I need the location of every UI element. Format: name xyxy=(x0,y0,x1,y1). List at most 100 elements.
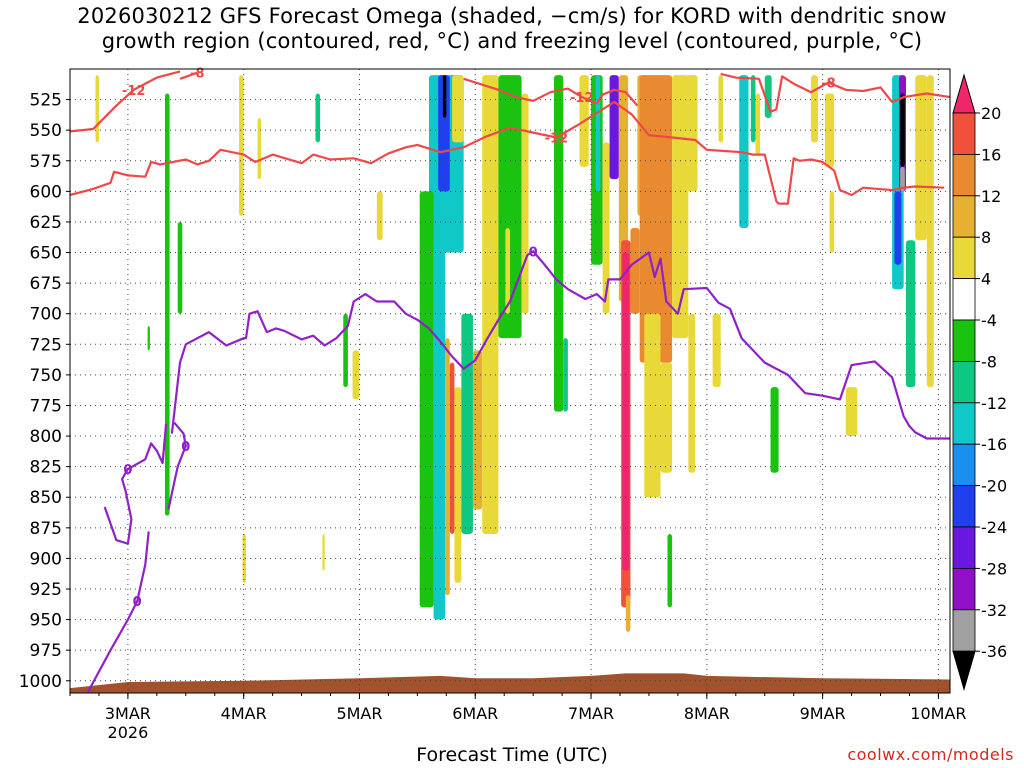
freezing-contour-line-2 xyxy=(167,421,187,510)
dgz-contour-layer: -12 -12 -8 -12 -8 xyxy=(69,67,951,205)
colorbar: 20 16 12 8 4 -4 -8 -12 -16 -20 -24 -28 -32 -36 xyxy=(952,73,1007,691)
x-tick-label-9mar: 9MAR xyxy=(800,704,846,723)
omega-cell-61 xyxy=(900,93,905,167)
omega-cell-55 xyxy=(824,93,835,167)
dgz-contour-label-0: -12 xyxy=(122,84,146,99)
omega-cell-16 xyxy=(419,191,434,608)
colorbar-label-6: -8 xyxy=(981,352,997,371)
omega-cell-62 xyxy=(900,166,905,192)
dgz-contour-label-4: -8 xyxy=(821,76,835,91)
freezing-contour-layer: 0 0 0 0 xyxy=(86,245,950,694)
freezing-contour-line-0 xyxy=(86,531,150,694)
terrain-layer xyxy=(70,673,950,693)
x-tick-label-4mar: 4MAR xyxy=(221,704,267,723)
y-tick-label-775: 775 xyxy=(30,396,62,416)
y-tick-label-750: 750 xyxy=(30,366,62,386)
colorbar-label-0: 20 xyxy=(981,104,1001,123)
y-tick-label-975: 975 xyxy=(30,641,62,661)
omega-cell-57 xyxy=(845,387,858,437)
colorbar-label-1: 16 xyxy=(981,145,1001,164)
x-tick-label-6mar: 6MAR xyxy=(452,704,498,723)
omega-cell-22 xyxy=(472,350,483,510)
y-tick-label-575: 575 xyxy=(30,152,62,172)
dgz-contour-label-2: -8 xyxy=(190,67,204,82)
colorbar-swatch-7 xyxy=(952,360,976,404)
omega-cell-48 xyxy=(718,75,724,143)
omega-cell-19 xyxy=(449,362,455,534)
colorbar-top-arrow xyxy=(952,73,976,114)
omega-cell-33 xyxy=(609,75,619,180)
colorbar-label-13: -36 xyxy=(981,642,1007,661)
omega-cell-50 xyxy=(750,75,756,143)
freezing-contour-label-3: 0 xyxy=(529,245,538,260)
colorbar-label-3: 8 xyxy=(981,228,991,247)
omega-cell-3 xyxy=(147,325,150,351)
colorbar-swatch-5 xyxy=(952,278,976,321)
omega-cell-45 xyxy=(686,75,698,192)
credit-text: coolwx.com/models xyxy=(847,745,1014,764)
colorbar-swatch-9 xyxy=(952,443,976,487)
y-tick-label-925: 925 xyxy=(30,580,62,600)
omega-cell-8 xyxy=(343,313,348,388)
colorbar-swatch-11 xyxy=(952,526,976,569)
y-tick-label-850: 850 xyxy=(30,488,62,508)
omega-shading-layer xyxy=(95,75,934,632)
terrain-fill xyxy=(70,673,950,693)
omega-cell-1 xyxy=(164,93,170,516)
omega-cell-42 xyxy=(660,362,673,473)
omega-cell-10 xyxy=(322,533,325,571)
chart-title-line1: 2026030212 GFS Forecast Omega (shaded, −… xyxy=(77,4,947,28)
omega-cell-14 xyxy=(442,75,447,118)
omega-cell-56 xyxy=(829,191,835,253)
omega-cell-47 xyxy=(712,313,721,388)
omega-cell-32 xyxy=(602,142,610,314)
omega-cell-4 xyxy=(239,75,244,216)
omega-cell-20 xyxy=(454,387,462,583)
colorbar-swatch-1 xyxy=(952,112,976,155)
omega-cell-15 xyxy=(452,75,464,143)
y-tick-label-550: 550 xyxy=(30,121,62,141)
colorbar-swatch-8 xyxy=(952,402,976,445)
omega-cell-59 xyxy=(894,191,902,265)
dgz-contour-line-0 xyxy=(69,70,181,133)
dgz-contour-line-1 xyxy=(69,100,945,205)
colorbar-bottom-arrow xyxy=(952,650,976,691)
omega-cell-17 xyxy=(433,240,446,620)
grid-layer xyxy=(70,69,950,693)
colorbar-label-9: -20 xyxy=(981,477,1007,496)
omega-cell-9 xyxy=(352,350,360,400)
chart-title: 2026030212 GFS Forecast Omega (shaded, −… xyxy=(0,4,1024,54)
omega-cell-44 xyxy=(672,75,689,339)
y-tick-label-950: 950 xyxy=(30,611,62,631)
omega-cell-7 xyxy=(315,93,321,143)
omega-cell-5 xyxy=(242,533,246,583)
x-tick-label-7mar: 7MAR xyxy=(568,704,614,723)
omega-cell-41 xyxy=(644,313,661,498)
colorbar-swatch-12 xyxy=(952,568,976,611)
freezing-contour-label-1: 0 xyxy=(123,463,132,478)
x-tick-label-10mar: 10MAR xyxy=(910,704,966,723)
y-tick-label-625: 625 xyxy=(30,213,62,233)
omega-cell-27 xyxy=(554,75,564,412)
colorbar-label-10: -24 xyxy=(981,518,1007,537)
freezing-contour-label-2: 0 xyxy=(181,440,190,455)
y-tick-label-525: 525 xyxy=(30,91,62,111)
omega-cell-64 xyxy=(915,75,927,241)
omega-cell-36 xyxy=(622,252,630,571)
x-axis-label: Forecast Time (UTC) xyxy=(416,744,608,766)
x-tick-sublabel-3mar: 2026 xyxy=(108,723,149,742)
omega-cell-0 xyxy=(95,75,99,143)
y-tick-label-700: 700 xyxy=(30,305,62,325)
omega-cell-21 xyxy=(461,313,473,534)
y-tick-label-600: 600 xyxy=(30,182,62,202)
dgz-contour-line-3 xyxy=(463,77,639,107)
omega-cell-23 xyxy=(482,75,499,534)
omega-cell-51 xyxy=(755,93,761,155)
omega-cell-43 xyxy=(667,533,673,608)
chart-title-line2: growth region (contoured, red, °C) and f… xyxy=(101,29,923,53)
omega-cell-65 xyxy=(926,75,934,388)
y-tick-label-875: 875 xyxy=(30,519,62,539)
colorbar-swatch-3 xyxy=(952,195,976,238)
y-tick-label-725: 725 xyxy=(30,335,62,355)
